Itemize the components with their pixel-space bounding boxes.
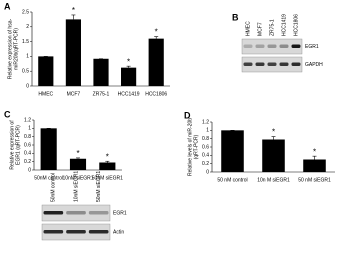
- x-tick-label: MCF7: [67, 91, 81, 97]
- y-axis-label: miR20b(qRT-PCR): [13, 28, 19, 70]
- blot-band: [43, 230, 64, 234]
- y-tick-label: 1: [28, 126, 31, 132]
- y-tick-label: 0.2: [24, 159, 31, 165]
- panel-label: B: [232, 12, 239, 22]
- significance-marker: *: [72, 6, 75, 15]
- bar: [121, 67, 137, 86]
- blot-band: [88, 230, 109, 234]
- x-tick-label: 10nM siEGR1: [62, 175, 93, 181]
- significance-marker: *: [76, 149, 79, 158]
- band-label: EGR1: [113, 210, 127, 216]
- y-tick-label: 0.5: [22, 69, 29, 75]
- bar: [93, 58, 109, 86]
- y-axis-label: Relative expression of: [9, 120, 15, 170]
- blot-band: [88, 211, 109, 215]
- bar: [148, 38, 164, 86]
- blot-band: [291, 44, 301, 48]
- x-tick-label: HCC1419: [118, 91, 140, 97]
- significance-marker: *: [155, 28, 158, 37]
- bar: [221, 130, 244, 172]
- lane-label: ZR75-1: [269, 19, 275, 36]
- band-label: Actin: [113, 229, 124, 235]
- x-tick-label: 50nM siEGR1: [92, 175, 123, 181]
- blot-band: [255, 44, 265, 48]
- lane-label: 10nM siEGR1: [73, 171, 79, 202]
- bar: [69, 158, 87, 170]
- y-tick-label: 1.2: [24, 117, 31, 123]
- bar: [40, 128, 57, 170]
- bar: [99, 162, 116, 170]
- blot-strip: [41, 204, 111, 222]
- blot-band: [291, 62, 301, 66]
- lane-label: 50nM control: [51, 173, 57, 202]
- y-tick-label: 0.2: [202, 161, 209, 167]
- blot-band: [279, 62, 289, 66]
- y-tick-label: 2: [26, 24, 29, 30]
- bar: [38, 56, 54, 86]
- y-tick-label: 0: [28, 167, 31, 173]
- y-axis-label: Relative levels of miR-20b: [187, 118, 193, 176]
- panel-label: D: [184, 110, 191, 120]
- blot-band: [66, 211, 86, 215]
- x-tick-label: 10n M siEGR1: [257, 177, 290, 183]
- y-tick-label: 0.8: [202, 136, 209, 142]
- band-label: GAPDH: [305, 62, 323, 68]
- significance-marker: *: [313, 147, 316, 156]
- x-tick-label: HMEC: [38, 91, 53, 97]
- band-label: EGR1: [305, 44, 319, 50]
- x-tick-label: HCC1806: [145, 91, 167, 97]
- blot-band: [255, 62, 265, 66]
- bar: [303, 159, 326, 172]
- y-tick-label: 1: [26, 54, 29, 60]
- bar: [65, 19, 81, 86]
- y-tick-label: 0.6: [24, 142, 31, 148]
- blot-band: [267, 44, 277, 48]
- y-tick-label: 1: [206, 128, 209, 134]
- blot-band: [66, 230, 86, 234]
- significance-marker: *: [106, 152, 109, 161]
- y-tick-label: 0.4: [202, 153, 209, 159]
- y-tick-label: 0: [26, 83, 29, 89]
- panel-label: A: [4, 1, 11, 11]
- lane-label: HCC1806: [293, 14, 299, 36]
- y-tick-label: 1.2: [202, 119, 209, 125]
- y-tick-label: 1.5: [22, 39, 29, 45]
- lane-label: HCC1419: [281, 14, 287, 36]
- panel-label: C: [4, 109, 11, 119]
- y-tick-label: 0.8: [24, 134, 31, 140]
- y-tick-label: 0.4: [24, 151, 31, 157]
- y-axis-label: EGR1 (qRT-PCR): [15, 125, 21, 165]
- significance-marker: *: [127, 57, 130, 66]
- y-tick-label: 0.6: [202, 144, 209, 150]
- bar: [262, 139, 285, 172]
- x-tick-label: ZR75-1: [93, 91, 110, 97]
- y-axis-label: (qRT-PCR): [193, 134, 199, 159]
- blot-band: [279, 44, 289, 48]
- lane-label: HMEC: [245, 21, 251, 36]
- lane-label: 50nM siEGR1: [96, 171, 102, 202]
- x-tick-label: 50nM control: [34, 175, 63, 181]
- y-tick-label: 2.5: [22, 9, 29, 15]
- y-axis-label: Relative expression of hsa-: [7, 19, 13, 80]
- x-tick-label: 50 nM siEGR1: [298, 177, 331, 183]
- blot-strip: [241, 38, 303, 55]
- significance-marker: *: [272, 128, 275, 137]
- lane-label: MCF7: [257, 22, 263, 36]
- blot-band: [243, 62, 253, 66]
- blot-band: [267, 62, 277, 66]
- x-tick-label: 50 nM control: [217, 177, 247, 183]
- blot-band: [43, 211, 64, 215]
- y-tick-label: 0: [206, 169, 209, 175]
- blot-band: [243, 44, 253, 48]
